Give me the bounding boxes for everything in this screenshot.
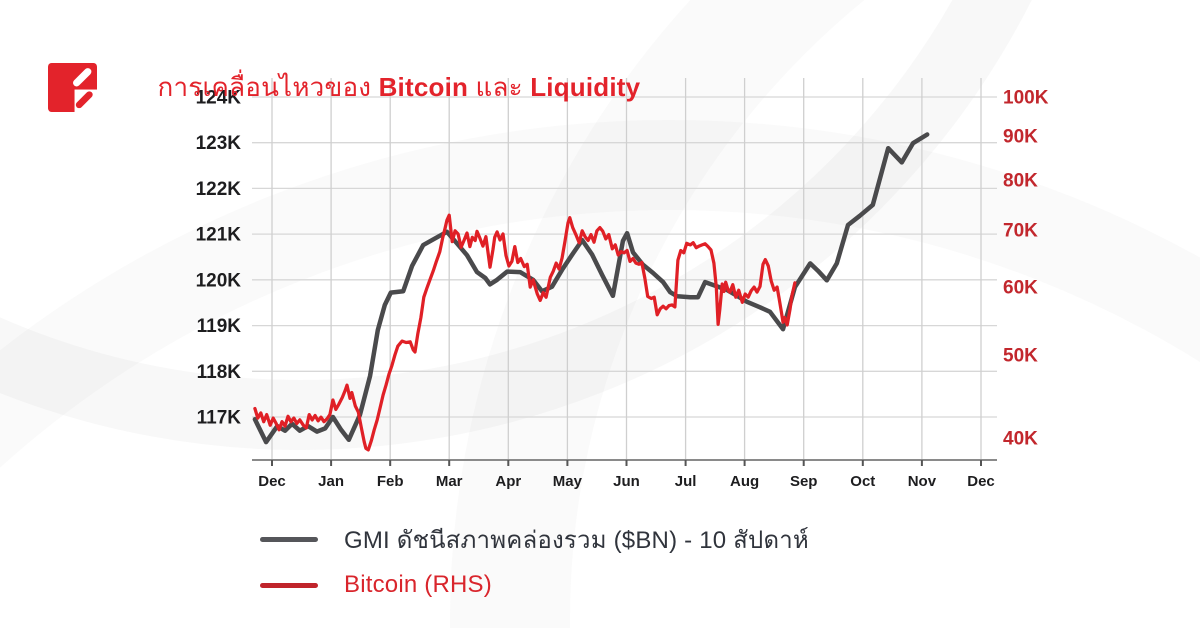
dual-axis-line-chart: Dec Jan Feb Mar Apr May Jun Jul Aug Sep Oct Nov Dec 1…: [196, 78, 1049, 490]
legend-item-gmi: GMI ดัชนีสภาพคล่องรวม ($BN) - 10 สัปดาห์: [260, 516, 809, 562]
right-axis-tick-label: 50K: [1003, 346, 1038, 367]
month-label: Jul: [675, 473, 697, 490]
legend-item-bitcoin: Bitcoin (RHS): [260, 562, 809, 608]
legend-label-gmi: GMI ดัชนีสภาพคล่องรวม ($BN) - 10 สัปดาห์: [344, 526, 809, 554]
header: การเคลื่อนไหวของ Bitcoin และ Liquidity: [48, 36, 640, 139]
brand-logo-icon: [48, 63, 97, 112]
month-label: Feb: [377, 473, 404, 490]
left-axis-tick-label: 124K: [196, 88, 242, 109]
right-axis-tick-label: 90K: [1003, 127, 1038, 148]
title-bitcoin: Bitcoin: [378, 72, 469, 102]
right-axis-tick-label: 70K: [1003, 220, 1038, 241]
left-axis-tick-label: 120K: [196, 270, 242, 291]
month-label: May: [553, 473, 583, 490]
month-label: Jan: [318, 473, 344, 490]
left-axis-tick-label: 117K: [197, 408, 242, 429]
right-axis-tick-label: 60K: [1003, 278, 1038, 299]
left-axis-tick-label: 122K: [196, 179, 242, 200]
right-axis-tick-label: 100K: [1003, 88, 1049, 109]
left-axis-tick-label: 121K: [196, 225, 242, 246]
month-label: Oct: [850, 473, 875, 490]
left-axis-tick-label: 123K: [196, 133, 242, 154]
month-label: Apr: [495, 473, 521, 490]
left-axis-tick-label: 118K: [197, 362, 242, 383]
title-text: และ: [468, 72, 531, 102]
title-text: การเคลื่อนไหวของ: [157, 72, 379, 102]
legend-label-bitcoin: Bitcoin (RHS): [344, 571, 492, 598]
month-label: Jun: [613, 473, 640, 490]
month-label: Dec: [967, 473, 995, 490]
page-title: การเคลื่อนไหวของ Bitcoin และ Liquidity: [113, 36, 641, 139]
month-label: Sep: [790, 473, 818, 490]
month-label: Nov: [908, 473, 937, 490]
bitcoin-line-swatch: [260, 582, 318, 588]
month-label: Dec: [258, 473, 286, 490]
title-liquidity: Liquidity: [530, 72, 641, 102]
month-label: Aug: [730, 473, 759, 490]
right-axis-tick-label: 40K: [1003, 429, 1038, 450]
chart-legend: GMI ดัชนีสภาพคล่องรวม ($BN) - 10 สัปดาห์…: [260, 516, 809, 608]
left-axis-tick-label: 119K: [197, 316, 242, 337]
right-axis-tick-label: 80K: [1003, 171, 1038, 192]
gmi-line: [252, 132, 930, 445]
month-label: Mar: [436, 473, 463, 490]
gmi-line-swatch: [260, 536, 318, 542]
bitcoin-line: [253, 213, 797, 452]
